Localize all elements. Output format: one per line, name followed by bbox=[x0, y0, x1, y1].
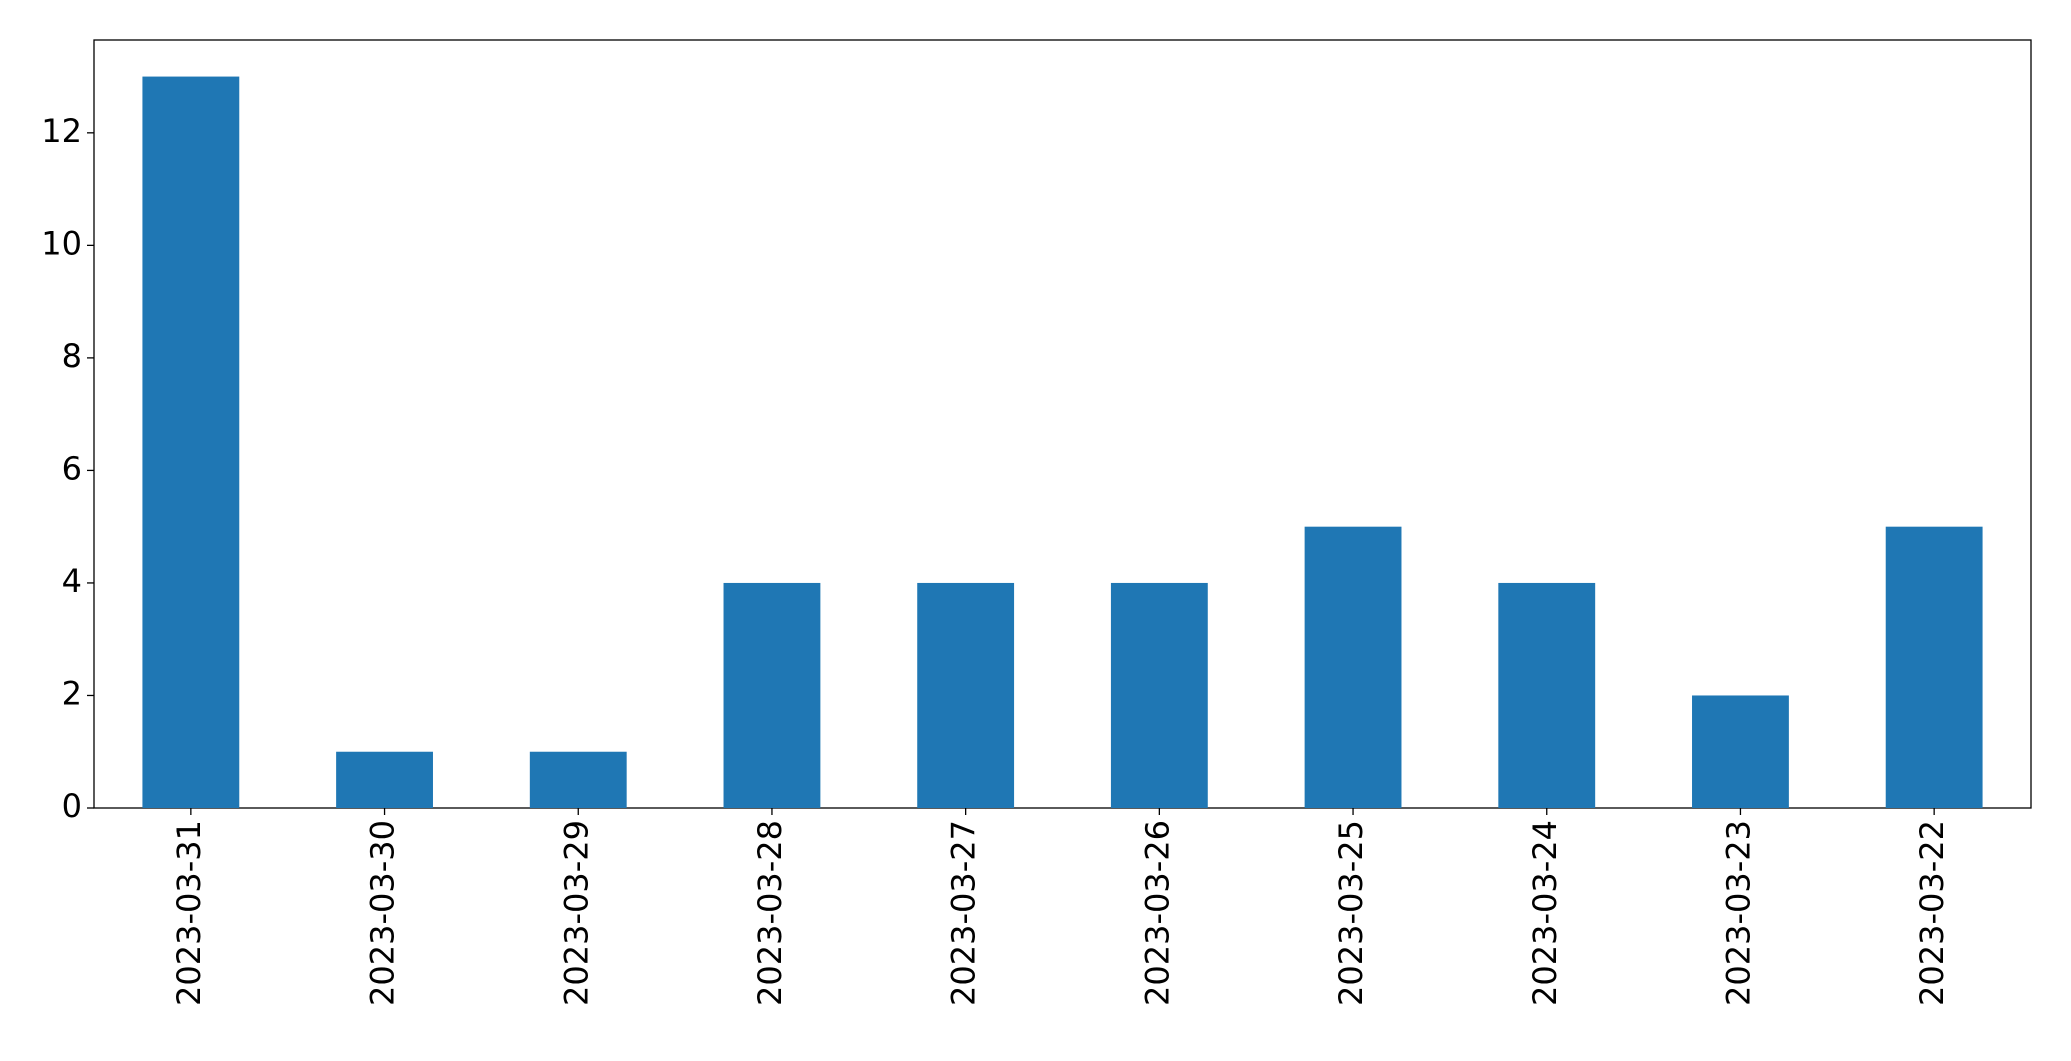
bar bbox=[1498, 582, 1596, 808]
y-tick-label: 12 bbox=[41, 112, 82, 150]
axes-frame bbox=[93, 39, 2032, 809]
x-tick-label: 2023-03-24 bbox=[1526, 820, 1564, 1006]
x-tick-label: 2023-03-30 bbox=[364, 820, 402, 1006]
x-tick-label: 2023-03-27 bbox=[945, 820, 983, 1006]
bar bbox=[529, 751, 627, 808]
y-tick-label: 8 bbox=[62, 337, 82, 375]
y-tick-label: 2 bbox=[62, 674, 82, 712]
x-tick-label: 2023-03-25 bbox=[1332, 820, 1370, 1006]
y-tick-label: 4 bbox=[62, 562, 82, 600]
bar bbox=[142, 76, 240, 809]
bar bbox=[1885, 526, 1983, 808]
bar bbox=[723, 582, 821, 808]
y-tick-label: 6 bbox=[62, 449, 82, 487]
x-tick-label: 2023-03-23 bbox=[1719, 820, 1757, 1006]
x-tick-label: 2023-03-29 bbox=[557, 820, 595, 1006]
y-tick-label: 10 bbox=[41, 224, 82, 262]
y-tick-label: 0 bbox=[62, 787, 82, 825]
x-tick-label: 2023-03-31 bbox=[170, 820, 208, 1006]
bar bbox=[336, 751, 433, 808]
bar bbox=[917, 582, 1015, 808]
bar bbox=[1304, 526, 1402, 808]
x-tick-label: 2023-03-28 bbox=[751, 820, 789, 1006]
bar bbox=[1110, 582, 1208, 808]
x-tick-label: 2023-03-26 bbox=[1138, 820, 1176, 1006]
bar bbox=[1692, 695, 1789, 808]
x-tick-label: 2023-03-22 bbox=[1913, 820, 1951, 1006]
